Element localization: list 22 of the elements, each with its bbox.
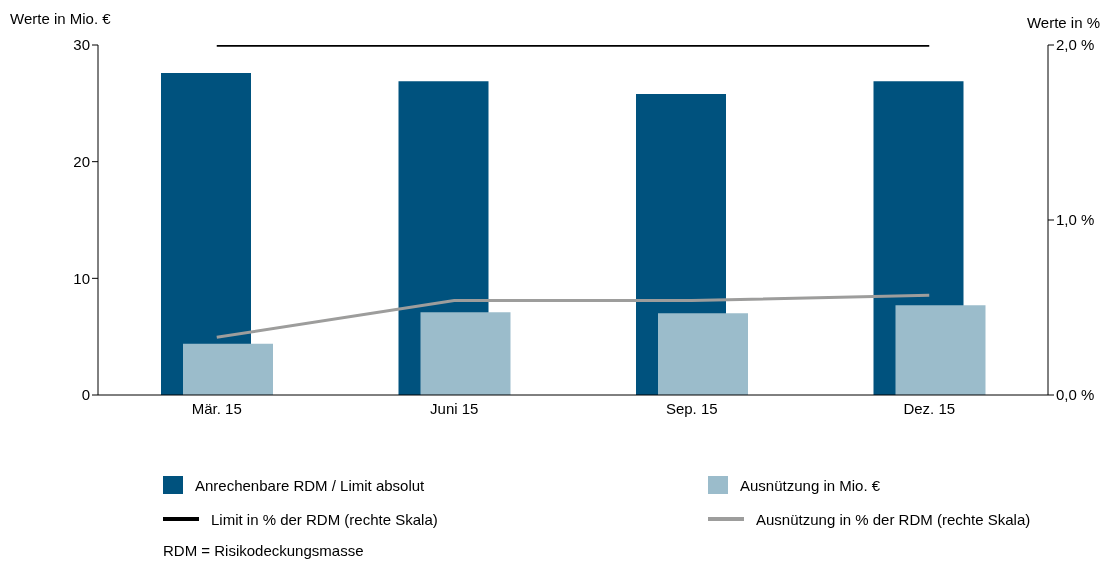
bar — [183, 343, 273, 395]
y-tick-label: 0 — [81, 386, 90, 404]
text: RDM = Risikodeckungsmasse — [163, 542, 365, 559]
y-tick-label: 30 — [73, 36, 90, 54]
y2-tick-label: 0,0 % — [1056, 386, 1095, 404]
x-tick-label: Dez. 15 — [903, 399, 956, 417]
y-tick-label: 10 — [73, 269, 90, 287]
x-tick-label: Juni 15 — [430, 399, 479, 417]
x-tick-label: Sep. 15 — [665, 399, 718, 417]
bar — [895, 305, 986, 395]
y-tick-label: 20 — [73, 152, 90, 170]
legend-label: Anrechenbare RDM / Limit absolut — [195, 476, 425, 494]
y2-tick-label: 2,0 % — [1056, 36, 1095, 54]
legend-label: Ausnützung in % der RDM (rechte Skala) — [756, 510, 1031, 528]
legend-label: Ausnützung in Mio. € — [740, 476, 881, 494]
y-axis-title: Werte in Mio. € — [10, 10, 111, 27]
bar — [420, 312, 511, 395]
legend-label: Limit in % der RDM (rechte Skala) — [211, 510, 438, 528]
y2-tick-label: 1,0 % — [1056, 211, 1095, 229]
y2-axis-title: Werte in % — [1026, 14, 1100, 31]
x-tick-label: Mär. 15 — [191, 399, 242, 417]
bar — [658, 313, 748, 395]
